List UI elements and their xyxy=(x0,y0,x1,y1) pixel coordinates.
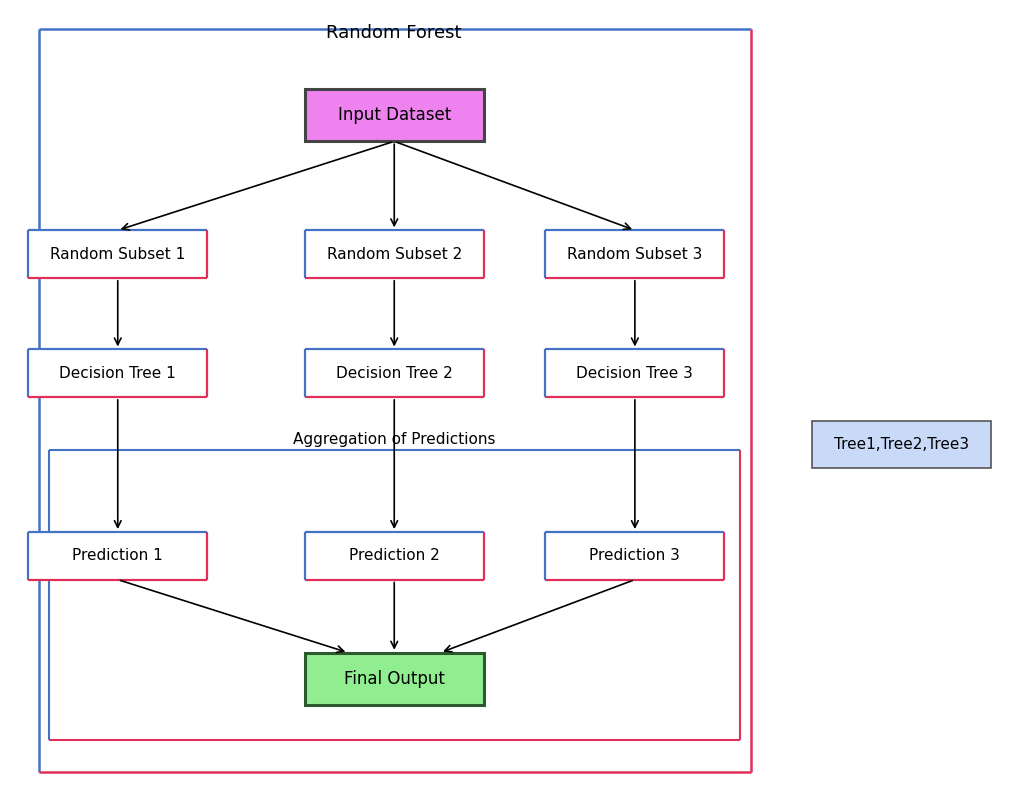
Bar xyxy=(29,349,207,397)
Bar xyxy=(305,349,483,397)
Text: Random Subset 2: Random Subset 2 xyxy=(327,247,462,261)
Bar xyxy=(545,230,725,278)
Text: Prediction 3: Prediction 3 xyxy=(590,549,680,563)
Text: Decision Tree 3: Decision Tree 3 xyxy=(577,366,693,380)
Text: Tree1,Tree2,Tree3: Tree1,Tree2,Tree3 xyxy=(834,437,969,452)
Bar xyxy=(545,532,725,580)
Text: Random Subset 3: Random Subset 3 xyxy=(567,247,702,261)
Text: Aggregation of Predictions: Aggregation of Predictions xyxy=(293,432,496,447)
Text: Decision Tree 1: Decision Tree 1 xyxy=(59,366,176,380)
Bar xyxy=(811,421,991,468)
Bar xyxy=(305,90,483,141)
Text: Input Dataset: Input Dataset xyxy=(338,106,451,124)
Bar xyxy=(29,230,207,278)
Text: Random Subset 1: Random Subset 1 xyxy=(50,247,185,261)
Text: Prediction 1: Prediction 1 xyxy=(73,549,163,563)
Text: Random Forest: Random Forest xyxy=(327,25,462,42)
Text: Decision Tree 2: Decision Tree 2 xyxy=(336,366,453,380)
Text: Final Output: Final Output xyxy=(344,670,444,688)
Bar xyxy=(545,349,725,397)
Bar xyxy=(305,653,483,705)
Bar xyxy=(29,532,207,580)
Bar xyxy=(305,532,483,580)
Text: Prediction 2: Prediction 2 xyxy=(349,549,439,563)
Bar xyxy=(305,230,483,278)
